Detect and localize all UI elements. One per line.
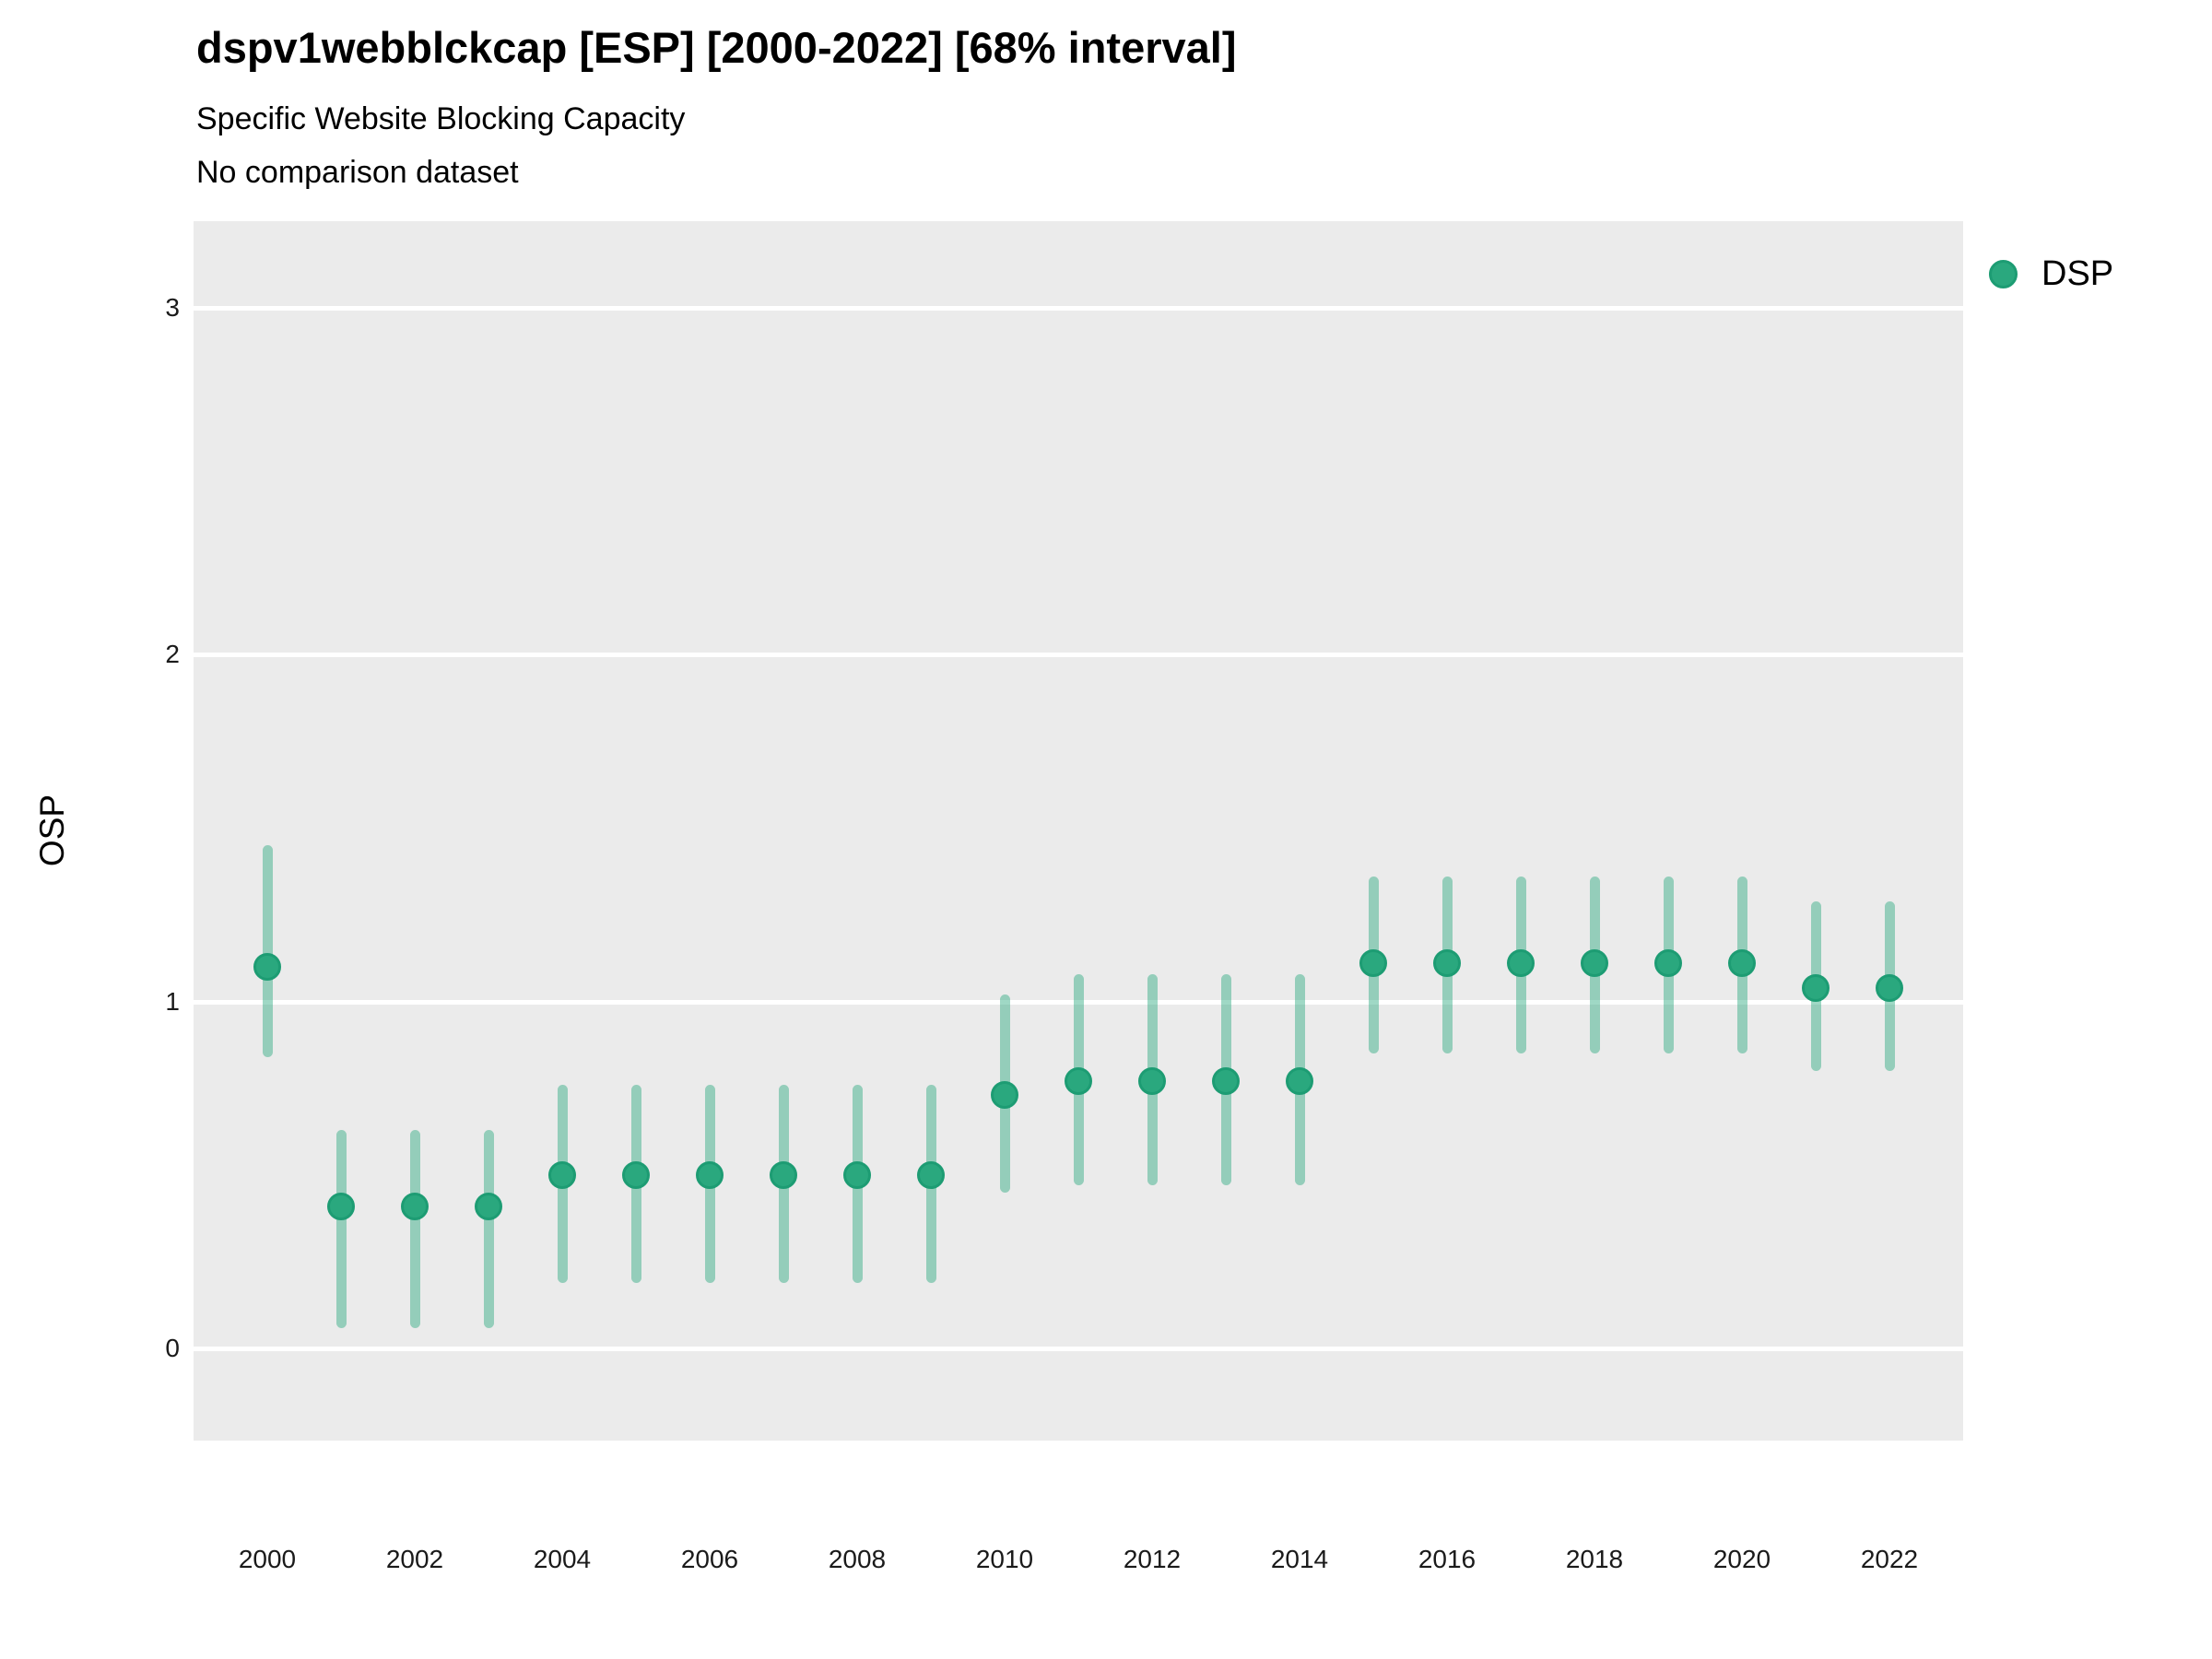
chart-title: dspv1webblckcap [ESP] [2000-2022] [68% i… — [196, 23, 1237, 72]
data-point-marker — [475, 1192, 502, 1220]
gridline — [194, 999, 1963, 1005]
data-point-marker — [1876, 973, 1903, 1002]
plot-panel — [194, 221, 1963, 1441]
data-point-marker — [1802, 973, 1830, 1002]
legend-dot-icon — [1989, 260, 2018, 288]
x-tick-label: 2004 — [533, 1545, 592, 1573]
data-point-marker — [401, 1192, 429, 1220]
error-bar — [335, 1130, 347, 1328]
x-tick-label: 2008 — [828, 1545, 887, 1573]
data-point-marker — [991, 1081, 1018, 1110]
y-tick-label: 0 — [165, 1334, 180, 1363]
x-tick-label: 2016 — [1418, 1545, 1477, 1573]
x-tick-label: 2012 — [1123, 1545, 1182, 1573]
data-point-marker — [327, 1192, 355, 1220]
data-point-marker — [548, 1161, 576, 1190]
data-point-marker — [1581, 949, 1608, 978]
error-bar — [262, 845, 273, 1058]
data-point-marker — [1433, 949, 1461, 978]
data-point-marker — [253, 953, 281, 982]
x-tick-label: 2006 — [680, 1545, 739, 1573]
data-point-marker — [1138, 1067, 1166, 1096]
data-point-marker — [843, 1161, 871, 1190]
gridline — [194, 653, 1963, 658]
data-point-marker — [696, 1161, 724, 1190]
x-tick-label: 2020 — [1712, 1545, 1771, 1573]
y-tick-label: 2 — [165, 640, 180, 669]
data-point-marker — [1654, 949, 1682, 978]
data-point-marker — [1286, 1067, 1313, 1096]
data-point-marker — [1359, 949, 1387, 978]
error-bar — [483, 1130, 494, 1328]
x-tick-label: 2000 — [238, 1545, 297, 1573]
data-point-marker — [1507, 949, 1535, 978]
data-point-marker — [1065, 1067, 1092, 1096]
x-tick-label: 2010 — [975, 1545, 1034, 1573]
x-tick-label: 2002 — [385, 1545, 444, 1573]
y-tick-label: 3 — [165, 293, 180, 323]
data-point-marker — [1212, 1067, 1240, 1096]
gridline — [194, 1347, 1963, 1352]
error-bar — [409, 1130, 420, 1328]
chart-note: No comparison dataset — [196, 155, 519, 190]
data-point-marker — [622, 1161, 650, 1190]
data-point-marker — [770, 1161, 797, 1190]
data-point-marker — [1728, 949, 1756, 978]
legend: DSP — [1989, 254, 2113, 294]
legend-label: DSP — [2041, 254, 2114, 293]
data-point-marker — [917, 1161, 945, 1190]
gridline — [194, 306, 1963, 312]
x-tick-label: 2022 — [1860, 1545, 1919, 1573]
x-tick-label: 2018 — [1565, 1545, 1624, 1573]
y-axis-title: OSP — [33, 794, 71, 867]
y-tick-label: 1 — [165, 986, 180, 1016]
chart-subtitle: Specific Website Blocking Capacity — [196, 101, 686, 136]
x-tick-label: 2014 — [1270, 1545, 1329, 1573]
